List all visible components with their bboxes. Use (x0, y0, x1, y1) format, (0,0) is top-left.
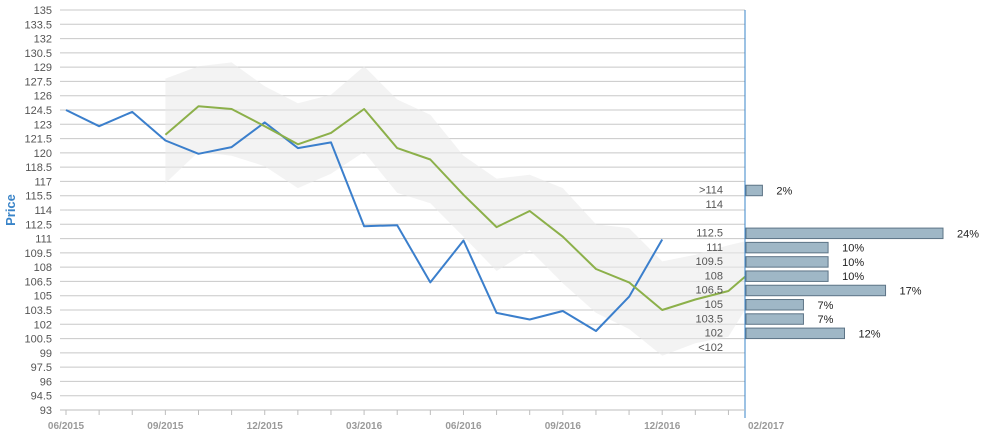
distribution-bar (745, 241, 829, 254)
y-axis-label: Price (3, 194, 18, 226)
y-tick-label: 97.5 (31, 362, 52, 374)
series-line-2 (164, 105, 746, 311)
distribution-bucket-label: 112.5 (696, 228, 723, 240)
y-tick-label: 108 (34, 262, 52, 274)
distribution-bucket-label: >114 (699, 185, 723, 197)
distribution-bucket-label: 103.5 (695, 313, 723, 325)
x-tick-label: 09/2015 (147, 421, 184, 432)
distribution-bar (745, 227, 944, 240)
distribution-bar (745, 284, 887, 297)
y-tick-label: 130.5 (24, 48, 52, 60)
series-layer (65, 105, 746, 332)
y-tick-label: 99 (40, 348, 52, 360)
y-tick-label: 129 (34, 62, 52, 74)
y-tick-label: 120 (34, 148, 52, 160)
distribution-bucket-label: 108 (705, 270, 723, 282)
distribution-bar (745, 270, 829, 282)
y-tick-label: 93 (40, 405, 52, 417)
distribution-bar (745, 184, 763, 197)
y-tick-label: 126 (34, 91, 52, 103)
band-layer (165, 62, 745, 356)
y-tick-label: 132 (34, 34, 52, 46)
x-tick-label: 12/2016 (644, 421, 681, 432)
distribution-percent-label: 24% (957, 228, 979, 240)
distribution-percent-label: 7% (817, 300, 833, 312)
y-tick-label: 111 (35, 234, 52, 246)
distribution-bar (745, 299, 804, 311)
distribution-bucket-label: 106.5 (695, 285, 723, 297)
distribution-percent-label: 10% (842, 243, 864, 255)
distribution-bar (745, 327, 845, 340)
y-tick-label: 115.5 (25, 191, 52, 203)
y-tick-label: 96 (40, 376, 52, 388)
distribution-bar (745, 313, 804, 325)
distribution-bucket-label: 102 (705, 328, 723, 340)
grid-layer (60, 9, 745, 411)
distribution-percent-label: 12% (859, 328, 881, 340)
y-tick-label: 121.5 (24, 134, 52, 146)
y-tick-label: 103.5 (24, 305, 52, 317)
series-line-1 (65, 109, 664, 332)
distribution-bucket-label: <102 (698, 342, 723, 354)
x-tick-label: 06/2016 (445, 421, 482, 432)
distribution-percent-label: 10% (842, 257, 864, 269)
x-tick-label: 06/2015 (48, 421, 85, 432)
distribution-bucket-label: 109.5 (695, 256, 723, 268)
axis-layer: 135 133.5 132 130.5 129 127.5 126 124.5 123 121.5… (24, 5, 784, 432)
y-tick-label: 117 (34, 176, 52, 188)
y-tick-label: 94.5 (31, 391, 52, 403)
y-tick-label: 102 (34, 319, 52, 331)
distribution-bucket-label: 105 (705, 299, 723, 311)
y-tick-label: 112.5 (25, 219, 52, 231)
distribution-percent-label: 10% (842, 271, 864, 283)
distribution-bar (745, 256, 829, 268)
distribution-layer: >114 2% 114 112.5 24% 111 10% 109.5 10% 108 10% 106… (695, 185, 979, 354)
y-tick-label: 133.5 (24, 19, 52, 31)
y-tick-label: 109.5 (24, 248, 52, 260)
x-tick-label: 02/2017 (748, 421, 785, 432)
distribution-percent-label: 17% (900, 285, 922, 297)
y-tick-label: 123 (34, 119, 52, 131)
distribution-percent-label: 2% (776, 185, 792, 197)
distribution-bucket-label: 114 (705, 199, 723, 211)
y-tick-label: 127.5 (24, 76, 52, 88)
y-tick-label: 105 (34, 291, 52, 303)
y-tick-label: 118.5 (25, 162, 52, 174)
x-tick-label: 12/2015 (247, 421, 284, 432)
distribution-percent-label: 7% (817, 314, 833, 326)
y-tick-label: 100.5 (24, 334, 52, 346)
forecast-band (165, 62, 745, 356)
distribution-bucket-label: 111 (706, 242, 723, 254)
y-tick-label: 124.5 (24, 105, 52, 117)
x-tick-label: 09/2016 (545, 421, 582, 432)
y-tick-label: 135 (34, 5, 52, 17)
y-tick-label: 114 (34, 205, 52, 217)
x-tick-label: 03/2016 (346, 421, 383, 432)
y-tick-label: 106.5 (24, 276, 52, 288)
